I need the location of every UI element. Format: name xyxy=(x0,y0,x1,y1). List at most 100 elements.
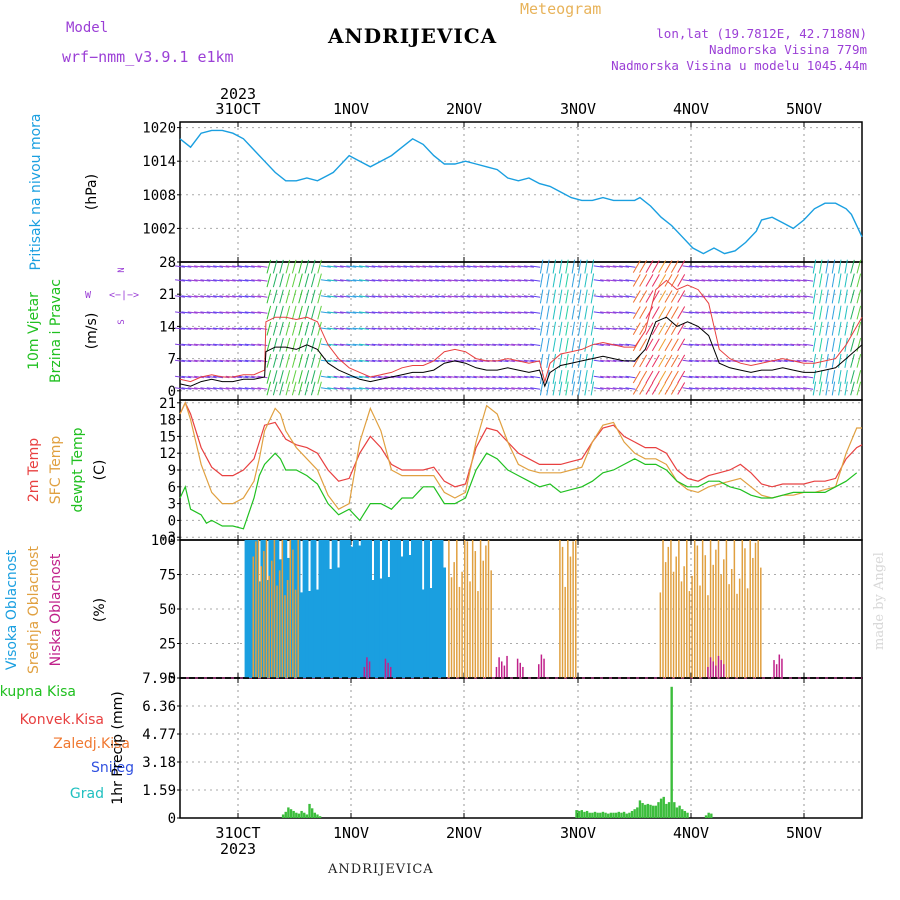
wind-arrow xyxy=(238,375,249,379)
wind-arrow xyxy=(225,327,236,330)
wind-arrow xyxy=(511,387,522,390)
cloud-bar-mid xyxy=(760,567,762,678)
precip-bar xyxy=(710,813,713,818)
wind-arrow xyxy=(441,387,452,390)
wind-arrow xyxy=(600,311,611,314)
wind-arrow xyxy=(257,311,268,314)
wind-arrow xyxy=(758,375,769,379)
ytick-label: 9 xyxy=(168,463,176,479)
wind-arrow xyxy=(796,295,807,298)
wind-arrow xyxy=(441,359,452,363)
wind-arrow xyxy=(365,343,376,346)
cloud-bar-mid xyxy=(255,541,257,678)
wind-arrow xyxy=(317,354,322,368)
wind-arrow xyxy=(523,387,534,390)
wind-arrow xyxy=(707,311,718,314)
cloud-bar-low xyxy=(366,657,368,678)
wind-arrow xyxy=(714,327,725,330)
wind-arrow xyxy=(272,381,278,396)
wind-arrow xyxy=(225,295,236,298)
wind-arrow xyxy=(232,327,243,330)
panel-wind: 0 7 14 21 28 xyxy=(159,255,863,401)
wind-arrow xyxy=(333,375,344,379)
wind-arrow xyxy=(317,259,322,274)
wind-arrow xyxy=(565,321,569,336)
wind-arrow xyxy=(523,343,534,346)
wind-arrow xyxy=(619,279,630,282)
wind-arrow xyxy=(272,337,278,352)
wind-arrow xyxy=(682,343,693,346)
wind-arrow xyxy=(320,387,331,390)
cloud-bar-mid xyxy=(707,595,709,678)
wind-arrow xyxy=(739,327,750,330)
wind-arrow xyxy=(511,279,522,282)
wind-arrow xyxy=(571,370,576,384)
wind-arrow xyxy=(225,343,236,346)
wind-arrow xyxy=(298,289,303,304)
ytick-label: 14 xyxy=(159,319,176,335)
wind-arrow xyxy=(517,343,528,346)
wind-arrow xyxy=(688,387,699,390)
wind-arrow xyxy=(441,327,452,330)
wind-arrow xyxy=(619,387,630,390)
wind-arrow xyxy=(552,381,557,396)
wind-arrow xyxy=(346,387,357,390)
wind-arrow xyxy=(523,265,534,268)
ytick-label: 0 xyxy=(168,513,176,529)
compass-w: W xyxy=(85,290,92,301)
wind-arrow xyxy=(844,259,848,274)
wind-arrow xyxy=(365,327,376,330)
wind-arrow xyxy=(339,327,350,330)
wind-arrow xyxy=(454,343,465,346)
wind-arrow xyxy=(600,359,611,363)
wind-arrow xyxy=(565,305,569,320)
wind-arrow xyxy=(796,279,807,282)
wind-arrow xyxy=(194,311,205,314)
wind-arrow xyxy=(435,327,446,330)
wind-arrow xyxy=(498,311,509,314)
cloud-bar-low xyxy=(387,662,389,678)
wind-arrow xyxy=(850,289,855,304)
wind-arrow xyxy=(726,279,737,282)
wind-arrow xyxy=(850,321,855,336)
wind-arrow xyxy=(625,295,636,298)
cloud-bar-mid xyxy=(263,551,265,678)
wind-arrow xyxy=(358,375,370,379)
wind-ylabel-1: 10m Vjetar xyxy=(26,292,42,370)
wind-arrow xyxy=(422,311,433,314)
wind-arrow xyxy=(850,337,855,352)
wind-arrow xyxy=(565,370,569,384)
wind-arrow xyxy=(333,327,344,330)
wind-arrow xyxy=(232,311,243,314)
cloud-bar-mid xyxy=(273,540,276,678)
cloud-bar-high xyxy=(347,540,351,678)
wind-arrow xyxy=(485,279,496,282)
wind-arrow xyxy=(670,382,679,395)
wind-arrow xyxy=(333,279,344,282)
wind-arrow xyxy=(651,322,660,336)
precip-bar xyxy=(583,811,586,818)
wind-arrow xyxy=(777,375,788,379)
wind-arrow xyxy=(844,273,848,288)
wind-arrow xyxy=(251,327,262,330)
wind-arrow xyxy=(664,290,673,303)
wind-arrow xyxy=(523,375,534,379)
wind-arrow xyxy=(244,387,255,390)
wind-arrow xyxy=(272,289,278,304)
wind-arrow xyxy=(219,327,230,330)
wind-arrow xyxy=(317,289,322,304)
wind-arrow xyxy=(739,343,750,346)
wind-arrow xyxy=(571,273,576,288)
wind-arrow xyxy=(600,343,611,346)
precip-legend-4: Grad xyxy=(70,786,104,802)
wind-arrow xyxy=(409,327,420,330)
wind-arrow xyxy=(752,265,763,268)
wind-arrow xyxy=(358,327,370,330)
wind-arrow xyxy=(320,279,331,282)
wind-arrow xyxy=(460,295,471,298)
wind-gust-line xyxy=(179,279,863,384)
wind-arrow xyxy=(584,337,588,352)
wind-arrow xyxy=(695,279,706,282)
wind-arrow xyxy=(677,260,686,273)
wind-arrow xyxy=(181,359,192,363)
